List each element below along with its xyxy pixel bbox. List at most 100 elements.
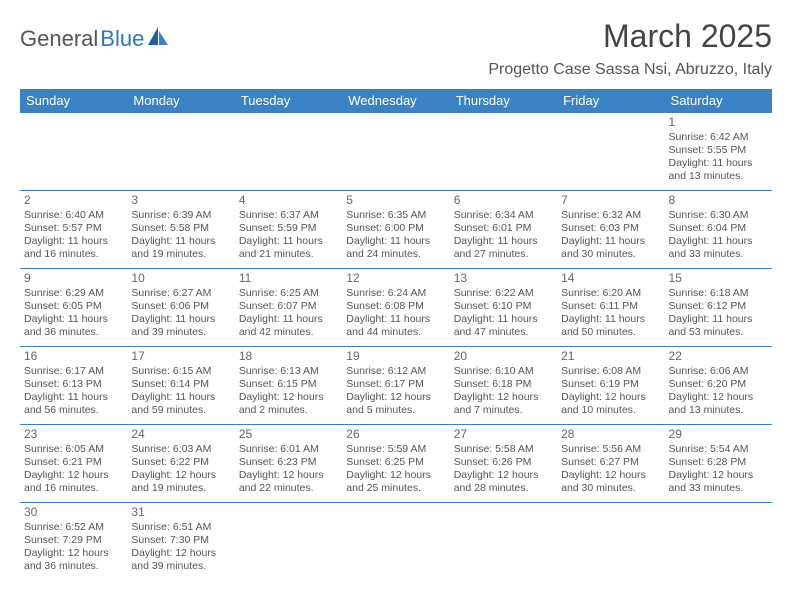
calendar-cell: 28Sunrise: 5:56 AMSunset: 6:27 PMDayligh… bbox=[557, 425, 664, 503]
daylight-text: and 42 minutes. bbox=[239, 326, 338, 339]
day-number: 1 bbox=[669, 115, 768, 130]
daylight-text: Daylight: 12 hours bbox=[454, 391, 553, 404]
day-number: 9 bbox=[24, 271, 123, 286]
location-text: Progetto Case Sassa Nsi, Abruzzo, Italy bbox=[488, 61, 772, 79]
daylight-text: Daylight: 12 hours bbox=[454, 469, 553, 482]
calendar-cell: 22Sunrise: 6:06 AMSunset: 6:20 PMDayligh… bbox=[665, 347, 772, 425]
sunset-text: Sunset: 6:08 PM bbox=[346, 300, 445, 313]
sunrise-text: Sunrise: 6:40 AM bbox=[24, 209, 123, 222]
day-number: 22 bbox=[669, 349, 768, 364]
daylight-text: and 33 minutes. bbox=[669, 482, 768, 495]
daylight-text: and 53 minutes. bbox=[669, 326, 768, 339]
sunrise-text: Sunrise: 6:39 AM bbox=[131, 209, 230, 222]
daylight-text: and 13 minutes. bbox=[669, 170, 768, 183]
day-number: 20 bbox=[454, 349, 553, 364]
calendar-cell: 15Sunrise: 6:18 AMSunset: 6:12 PMDayligh… bbox=[665, 269, 772, 347]
daylight-text: and 22 minutes. bbox=[239, 482, 338, 495]
day-number: 11 bbox=[239, 271, 338, 286]
calendar-cell: 10Sunrise: 6:27 AMSunset: 6:06 PMDayligh… bbox=[127, 269, 234, 347]
sunset-text: Sunset: 6:18 PM bbox=[454, 378, 553, 391]
sunrise-text: Sunrise: 6:35 AM bbox=[346, 209, 445, 222]
daylight-text: and 19 minutes. bbox=[131, 248, 230, 261]
daylight-text: and 21 minutes. bbox=[239, 248, 338, 261]
daylight-text: Daylight: 12 hours bbox=[24, 469, 123, 482]
daylight-text: Daylight: 11 hours bbox=[24, 313, 123, 326]
sunrise-text: Sunrise: 6:20 AM bbox=[561, 287, 660, 300]
day-number: 29 bbox=[669, 427, 768, 442]
daylight-text: and 19 minutes. bbox=[131, 482, 230, 495]
daylight-text: and 30 minutes. bbox=[561, 248, 660, 261]
calendar-cell: 2Sunrise: 6:40 AMSunset: 5:57 PMDaylight… bbox=[20, 191, 127, 269]
sunrise-text: Sunrise: 6:30 AM bbox=[669, 209, 768, 222]
sunset-text: Sunset: 6:01 PM bbox=[454, 222, 553, 235]
day-number: 26 bbox=[346, 427, 445, 442]
day-number: 8 bbox=[669, 193, 768, 208]
day-number: 21 bbox=[561, 349, 660, 364]
sunset-text: Sunset: 6:28 PM bbox=[669, 456, 768, 469]
calendar-cell bbox=[20, 113, 127, 191]
sunset-text: Sunset: 6:22 PM bbox=[131, 456, 230, 469]
daylight-text: and 39 minutes. bbox=[131, 326, 230, 339]
month-title: March 2025 bbox=[488, 18, 772, 55]
sunset-text: Sunset: 6:15 PM bbox=[239, 378, 338, 391]
calendar-cell: 14Sunrise: 6:20 AMSunset: 6:11 PMDayligh… bbox=[557, 269, 664, 347]
sail-icon bbox=[148, 27, 170, 52]
daylight-text: Daylight: 11 hours bbox=[561, 235, 660, 248]
daylight-text: Daylight: 12 hours bbox=[561, 469, 660, 482]
sunrise-text: Sunrise: 6:24 AM bbox=[346, 287, 445, 300]
sunrise-text: Sunrise: 6:17 AM bbox=[24, 365, 123, 378]
sunrise-text: Sunrise: 5:58 AM bbox=[454, 443, 553, 456]
calendar-cell: 13Sunrise: 6:22 AMSunset: 6:10 PMDayligh… bbox=[450, 269, 557, 347]
daylight-text: Daylight: 11 hours bbox=[669, 157, 768, 170]
sunrise-text: Sunrise: 6:42 AM bbox=[669, 131, 768, 144]
sunrise-text: Sunrise: 6:15 AM bbox=[131, 365, 230, 378]
daylight-text: Daylight: 11 hours bbox=[561, 313, 660, 326]
sunset-text: Sunset: 6:21 PM bbox=[24, 456, 123, 469]
daylight-text: Daylight: 12 hours bbox=[669, 391, 768, 404]
calendar-cell bbox=[450, 503, 557, 581]
calendar-row: 30Sunrise: 6:52 AMSunset: 7:29 PMDayligh… bbox=[20, 503, 772, 581]
daylight-text: and 27 minutes. bbox=[454, 248, 553, 261]
brand-part1: General bbox=[20, 26, 98, 52]
sunset-text: Sunset: 6:12 PM bbox=[669, 300, 768, 313]
daylight-text: Daylight: 12 hours bbox=[239, 469, 338, 482]
calendar-cell bbox=[235, 503, 342, 581]
sunset-text: Sunset: 5:57 PM bbox=[24, 222, 123, 235]
calendar-cell: 16Sunrise: 6:17 AMSunset: 6:13 PMDayligh… bbox=[20, 347, 127, 425]
daylight-text: Daylight: 12 hours bbox=[24, 547, 123, 560]
daylight-text: Daylight: 11 hours bbox=[669, 235, 768, 248]
sunset-text: Sunset: 6:25 PM bbox=[346, 456, 445, 469]
calendar-cell: 1Sunrise: 6:42 AMSunset: 5:55 PMDaylight… bbox=[665, 113, 772, 191]
daylight-text: Daylight: 11 hours bbox=[346, 313, 445, 326]
daylight-text: Daylight: 12 hours bbox=[669, 469, 768, 482]
daylight-text: and 50 minutes. bbox=[561, 326, 660, 339]
calendar-row: 23Sunrise: 6:05 AMSunset: 6:21 PMDayligh… bbox=[20, 425, 772, 503]
day-number: 4 bbox=[239, 193, 338, 208]
calendar-cell bbox=[665, 503, 772, 581]
day-header: Friday bbox=[557, 89, 664, 113]
day-number: 3 bbox=[131, 193, 230, 208]
sunrise-text: Sunrise: 6:37 AM bbox=[239, 209, 338, 222]
day-number: 23 bbox=[24, 427, 123, 442]
day-number: 7 bbox=[561, 193, 660, 208]
title-block: March 2025 Progetto Case Sassa Nsi, Abru… bbox=[488, 18, 772, 79]
calendar-cell: 27Sunrise: 5:58 AMSunset: 6:26 PMDayligh… bbox=[450, 425, 557, 503]
calendar-cell: 21Sunrise: 6:08 AMSunset: 6:19 PMDayligh… bbox=[557, 347, 664, 425]
day-number: 25 bbox=[239, 427, 338, 442]
sunrise-text: Sunrise: 6:27 AM bbox=[131, 287, 230, 300]
day-number: 12 bbox=[346, 271, 445, 286]
daylight-text: Daylight: 11 hours bbox=[131, 391, 230, 404]
daylight-text: and 30 minutes. bbox=[561, 482, 660, 495]
sunset-text: Sunset: 6:05 PM bbox=[24, 300, 123, 313]
daylight-text: and 13 minutes. bbox=[669, 404, 768, 417]
daylight-text: and 25 minutes. bbox=[346, 482, 445, 495]
sunset-text: Sunset: 6:20 PM bbox=[669, 378, 768, 391]
daylight-text: Daylight: 12 hours bbox=[346, 469, 445, 482]
daylight-text: and 44 minutes. bbox=[346, 326, 445, 339]
calendar-cell: 29Sunrise: 5:54 AMSunset: 6:28 PMDayligh… bbox=[665, 425, 772, 503]
daylight-text: and 47 minutes. bbox=[454, 326, 553, 339]
sunrise-text: Sunrise: 5:54 AM bbox=[669, 443, 768, 456]
calendar-cell: 17Sunrise: 6:15 AMSunset: 6:14 PMDayligh… bbox=[127, 347, 234, 425]
sunset-text: Sunset: 5:59 PM bbox=[239, 222, 338, 235]
calendar-cell bbox=[557, 113, 664, 191]
